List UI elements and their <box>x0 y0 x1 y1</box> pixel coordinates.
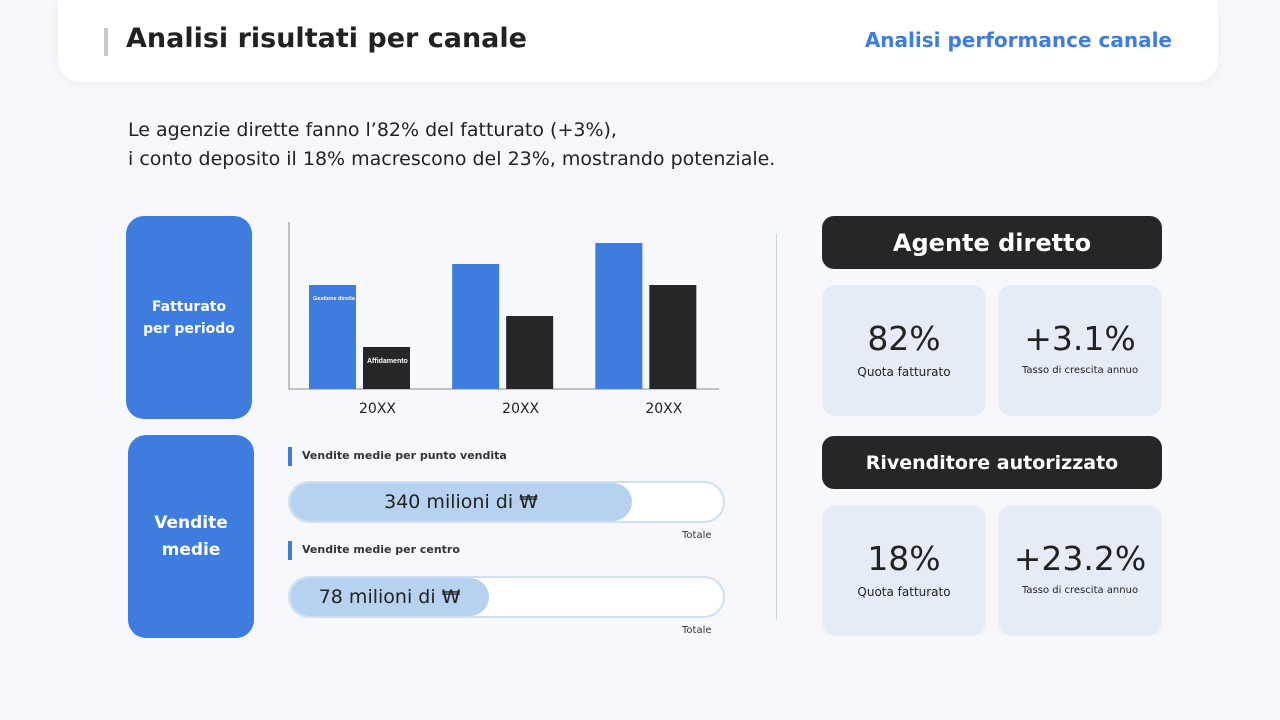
x-tick-label: 20XX <box>359 401 396 417</box>
authorized-dealer-growth-card: +23.2% Tasso di crescita annuo <box>998 505 1162 636</box>
section-divider <box>776 234 777 620</box>
authorized-dealer-share-card: 18% Quota fatturato <box>822 505 986 636</box>
direct-agent-share-value: 82% <box>867 319 941 358</box>
avg-sales-store-fill: 340 milioni di ₩ <box>290 483 633 521</box>
headline-line-2: i conto deposito il 18% macrescono del 2… <box>128 148 776 170</box>
series-label-direct: Gestione diretta <box>313 296 356 302</box>
avg-sales-store-title: Vendite medie per punto vendita <box>288 447 507 466</box>
bar-direct-3 <box>595 243 643 389</box>
revenue-bar-chart: Gestione diretta Affidamento 20XX 20XX 20XX <box>288 222 719 417</box>
x-tick-label: 20XX <box>645 401 682 417</box>
avg-sales-store-total: Totale <box>682 530 712 541</box>
direct-agent-share-label: Quota fatturato <box>857 365 951 379</box>
direct-agent-growth-label: Tasso di crescita annuo <box>1021 365 1139 376</box>
revenue-period-label: Fatturato per periodo <box>126 216 252 419</box>
avg-sales-center-track: 78 milioni di ₩ <box>288 576 725 618</box>
headline-line-1: Le agenzie dirette fanno l’82% del fattu… <box>128 119 617 141</box>
series-label-entrusted: Affidamento <box>367 358 408 365</box>
direct-agent-share-card: 82% Quota fatturato <box>822 285 986 416</box>
headline: Le agenzie dirette fanno l’82% del fattu… <box>128 116 775 174</box>
bar-entrusted-1 <box>363 347 410 389</box>
bar-entrusted-3 <box>649 285 697 389</box>
avg-sales-center-fill: 78 milioni di ₩ <box>290 578 490 616</box>
direct-agent-growth-card: +3.1% Tasso di crescita annuo <box>998 285 1162 416</box>
bar-entrusted-2 <box>506 316 554 389</box>
avg-sales-center-title: Vendite medie per centro <box>288 541 460 560</box>
authorized-dealer-growth-label: Tasso di crescita annuo <box>1021 585 1139 596</box>
direct-agent-growth-value: +3.1% <box>1024 319 1136 358</box>
average-sales-label: Vendite medie <box>128 435 254 638</box>
avg-sales-center-total: Totale <box>682 625 712 636</box>
authorized-dealer-share-value: 18% <box>867 539 941 578</box>
bar-direct-2 <box>452 264 500 389</box>
authorized-dealer-growth-value: +23.2% <box>1013 539 1147 578</box>
avg-sales-store-track: 340 milioni di ₩ <box>288 481 725 523</box>
direct-agent-header: Agente diretto <box>822 216 1162 269</box>
performance-link[interactable]: Analisi performance canale <box>864 28 1172 52</box>
header-accent-bar <box>104 28 108 56</box>
x-tick-label: 20XX <box>502 401 539 417</box>
header: Analisi risultati per canale Analisi per… <box>58 0 1218 82</box>
bar-direct-1 <box>309 285 356 389</box>
authorized-dealer-share-label: Quota fatturato <box>857 585 951 599</box>
authorized-dealer-header: Rivenditore autorizzato <box>822 436 1162 489</box>
page-title: Analisi risultati per canale <box>126 23 527 54</box>
